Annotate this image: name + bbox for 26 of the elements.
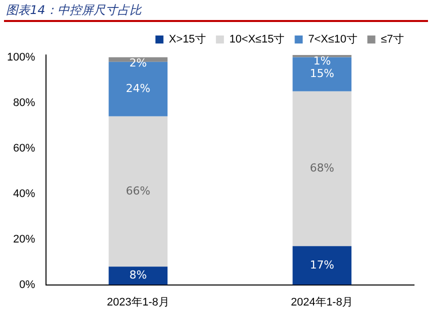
bar xyxy=(292,57,352,92)
data-label: 17% xyxy=(310,258,334,272)
bar xyxy=(108,116,168,267)
legend-label: X>15寸 xyxy=(168,32,206,46)
legend-label: 10<X≤15寸 xyxy=(229,32,285,46)
legend-label: 7<X≤10寸 xyxy=(308,32,358,46)
y-tick-label: 0% xyxy=(19,278,36,291)
data-label: 8% xyxy=(129,268,147,282)
data-label: 24% xyxy=(126,82,150,95)
y-tick-label: 20% xyxy=(13,233,36,246)
y-tick-label: 60% xyxy=(13,142,36,154)
data-label: 2% xyxy=(129,56,147,70)
bar xyxy=(292,91,352,246)
data-label: 1% xyxy=(313,54,331,68)
y-tick-label: 100% xyxy=(6,51,36,64)
data-label: 68% xyxy=(310,162,334,175)
data-label: 66% xyxy=(126,184,150,198)
bar xyxy=(108,266,168,285)
data-label: 15% xyxy=(310,67,334,80)
legend-label: ≤7寸 xyxy=(380,32,404,46)
y-tick-label: 40% xyxy=(13,188,36,200)
x-tick-label: 2023年1-8月 xyxy=(106,296,170,308)
x-tick-label: 2024年1-8月 xyxy=(290,296,354,308)
y-tick-label: 80% xyxy=(13,96,36,109)
chart-title: 图表14：中控屏尺寸占比 xyxy=(6,2,142,19)
bar xyxy=(292,246,352,285)
